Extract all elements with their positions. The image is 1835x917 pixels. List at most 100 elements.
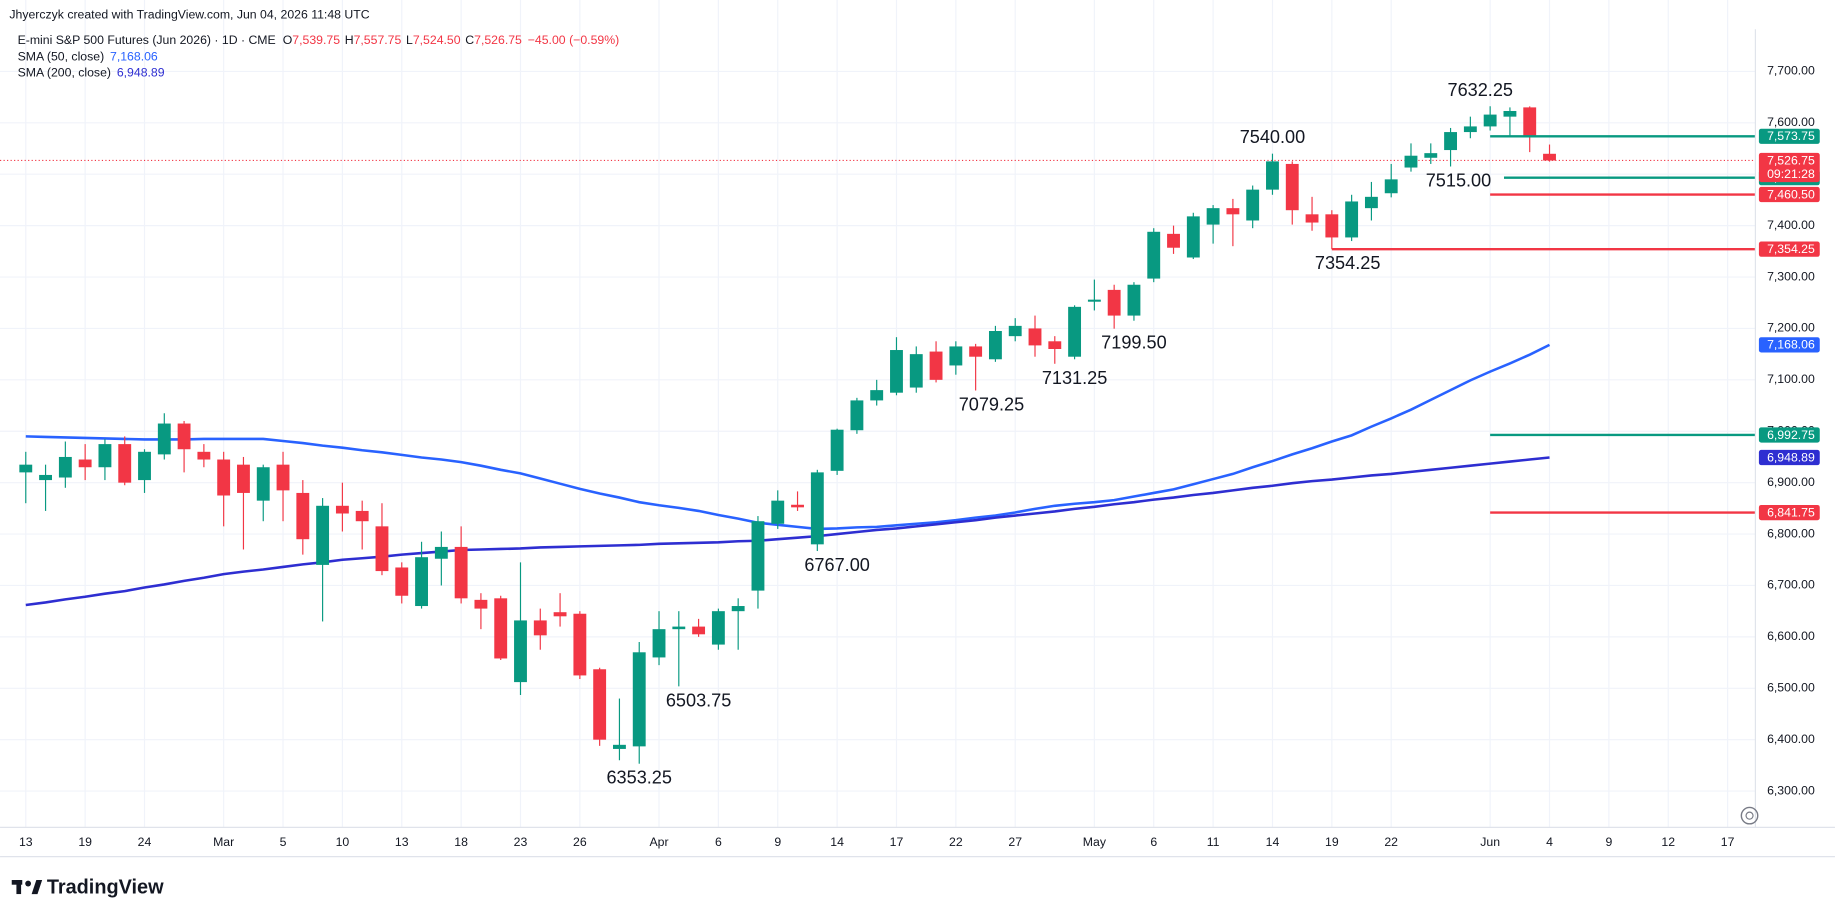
candle-body (771, 500, 785, 524)
candle-body (672, 626, 686, 630)
x-tick-label: 24 (138, 835, 152, 849)
candle-body (474, 599, 488, 609)
price-annotation: 7354.25 (1315, 253, 1381, 273)
sma-line (25, 343, 1551, 531)
grid (0, 0, 1756, 828)
change-pct: (−0.59%) (569, 33, 619, 47)
candle-body (1404, 155, 1418, 168)
y-tick-label: 7,700.00 (1767, 64, 1815, 78)
logo-dot (25, 880, 32, 887)
y-tick-label: 7,100.00 (1767, 372, 1815, 386)
candle-body (692, 626, 706, 635)
candle-body (1008, 325, 1022, 337)
price-annotation: 6503.75 (666, 690, 732, 710)
sma-legend-row: SMA (200, close) 6,948.89 (18, 66, 165, 80)
candle-body (1246, 189, 1260, 221)
x-tick-label: 18 (454, 835, 468, 849)
candle-body (58, 456, 72, 478)
logo-stem (16, 880, 22, 895)
y-tick-label: 7,600.00 (1767, 115, 1815, 129)
x-tick-label: 23 (514, 835, 528, 849)
y-tick-label: 6,300.00 (1767, 783, 1815, 797)
candle-body (1285, 163, 1299, 211)
candle-body (98, 444, 112, 468)
candle-body (632, 652, 646, 747)
candle-body (1087, 299, 1101, 302)
x-tick-label: 26 (573, 835, 587, 849)
candle-body (296, 492, 310, 540)
x-tick-label: Jun (1480, 835, 1500, 849)
candle-body (494, 598, 508, 659)
x-tick-label: 6 (1150, 835, 1157, 849)
sma-legend-row: SMA (50, close) 7,168.06 (18, 50, 158, 64)
y-tick-label: 7,300.00 (1767, 269, 1815, 283)
candle-body (355, 510, 369, 522)
candle-body (177, 423, 191, 450)
candle-body (652, 629, 666, 658)
sma-tag: 7,168.06 (1767, 338, 1815, 352)
x-tick-label: May (1083, 835, 1107, 849)
candle-body (157, 423, 171, 455)
level-tag: 6,992.75 (1767, 428, 1815, 442)
x-tick-label: 17 (890, 835, 904, 849)
candle-body (1048, 341, 1062, 350)
candle-body (1325, 214, 1339, 238)
candle-body (929, 351, 943, 380)
x-tick-label: 27 (1008, 835, 1022, 849)
sma-name: SMA (50, close) (18, 50, 105, 64)
candle-body (276, 464, 290, 491)
x-tick-label: 22 (1384, 835, 1398, 849)
level-tag: 7,460.50 (1767, 187, 1815, 201)
change: −45.00 (528, 33, 566, 47)
settings-icon[interactable] (1740, 806, 1759, 825)
level-tag: 7,573.75 (1767, 129, 1815, 143)
candle-body (514, 620, 527, 683)
candle-body (1226, 208, 1240, 215)
price-annotation: 7199.50 (1101, 333, 1167, 353)
last-price-tag-bg (1758, 152, 1820, 183)
candle-body (890, 350, 903, 393)
candle-body (1424, 153, 1438, 158)
level-tag: 7,354.25 (1767, 242, 1815, 256)
level-tag-bg (1758, 427, 1820, 443)
candle-body (1206, 208, 1220, 225)
candle-body (118, 444, 132, 483)
sma-tag-bg (1758, 449, 1820, 466)
symbol-title: E-mini S&P 500 Futures (Jun 2026) · 1D ·… (18, 33, 276, 47)
candle-body (751, 521, 765, 591)
ohlc-key: C (465, 33, 474, 47)
candle-body (1523, 107, 1537, 138)
y-tick-label: 6,700.00 (1767, 578, 1815, 592)
candle-body (1028, 328, 1042, 346)
sma-value: 7,168.06 (110, 50, 158, 64)
sma-line (25, 456, 1550, 607)
symbol-legend: E-mini S&P 500 Futures (Jun 2026) · 1D ·… (18, 33, 620, 47)
candle-body (1305, 214, 1319, 223)
plot: 7632.25 7540.00 7515.00 7354.25 7199.50 7131.… (0, 80, 1756, 788)
ohlc-key: O (283, 33, 293, 47)
x-tick-label: 5 (280, 835, 287, 849)
x-tick-label: 17 (1721, 835, 1735, 849)
price-annotation: 6767.00 (804, 555, 870, 575)
candle-body (870, 390, 884, 401)
candle-body (138, 451, 151, 481)
y-tick-label: 6,400.00 (1767, 732, 1815, 746)
level-tag-bg (1758, 241, 1820, 257)
candle-body (1127, 284, 1141, 316)
candle-body (613, 744, 626, 749)
x-tick-label: 14 (1266, 835, 1280, 849)
level-tag-bg (1758, 128, 1820, 144)
axes: 6,300.00 6,400.00 6,500.00 6,600.00 6,700.00… (19, 64, 1820, 849)
candle-body (1068, 306, 1082, 357)
ohlc-value: 7,524.50 (413, 33, 461, 47)
level-tag-bg (1758, 504, 1820, 521)
candle-body (316, 505, 330, 565)
candle-body (810, 472, 824, 545)
candle-body (335, 505, 349, 514)
sma-legend: SMA (50, close) 7,168.06 SMA (200, close) 6… (18, 50, 165, 80)
candle-body (1345, 201, 1359, 238)
candle-body (1266, 161, 1279, 190)
candle-body (395, 567, 409, 596)
ohlc-key: L (406, 33, 413, 47)
